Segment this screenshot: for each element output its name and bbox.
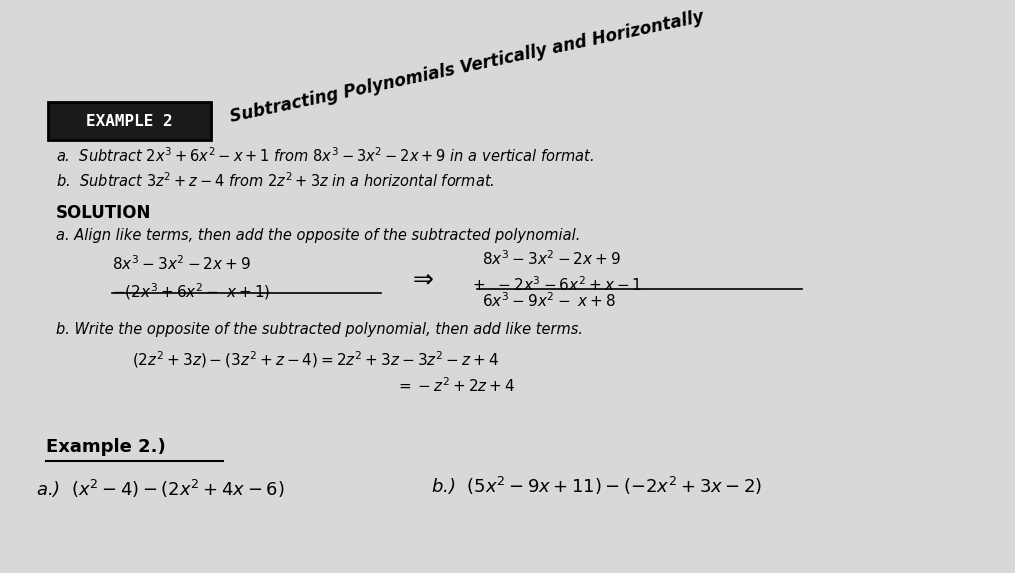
- Text: $\Rightarrow$: $\Rightarrow$: [408, 266, 434, 291]
- Text: a.  Subtract $2x^3 + 6x^2 - x + 1$ from $8x^3 - 3x^2 - 2x + 9$ in a vertical for: a. Subtract $2x^3 + 6x^2 - x + 1$ from $…: [56, 146, 594, 164]
- Text: Subtracting Polynomials Vertically and Horizontally: Subtracting Polynomials Vertically and H…: [228, 7, 705, 125]
- Text: $= -z^2 + 2z + 4$: $= -z^2 + 2z + 4$: [396, 376, 516, 395]
- Text: $8x^3 - 3x^2 - 2x + 9$: $8x^3 - 3x^2 - 2x + 9$: [482, 249, 621, 268]
- Text: EXAMPLE 2: EXAMPLE 2: [86, 113, 173, 128]
- Text: SOLUTION: SOLUTION: [56, 204, 151, 222]
- Text: $(2z^2 + 3z) - (3z^2 + z - 4) = 2z^2 + 3z - 3z^2 - z + 4$: $(2z^2 + 3z) - (3z^2 + z - 4) = 2z^2 + 3…: [132, 349, 498, 370]
- Text: b. Write the opposite of the subtracted polynomial, then add like terms.: b. Write the opposite of the subtracted …: [56, 322, 583, 337]
- Text: Example 2.): Example 2.): [46, 438, 165, 456]
- FancyBboxPatch shape: [48, 103, 211, 140]
- Text: $-(2x^3 + 6x^2 -\ x + 1)$: $-(2x^3 + 6x^2 -\ x + 1)$: [112, 281, 270, 301]
- Text: b.)  $(5x^2 - 9x + 11) - (-2x^2 + 3x - 2)$: b.) $(5x^2 - 9x + 11) - (-2x^2 + 3x - 2)…: [431, 474, 762, 497]
- Text: b.  Subtract $3z^2 + z - 4$ from $2z^2 + 3z$ in a horizontal format.: b. Subtract $3z^2 + z - 4$ from $2z^2 + …: [56, 171, 494, 190]
- Text: $6x^3 - 9x^2 -\ x + 8$: $6x^3 - 9x^2 -\ x + 8$: [482, 291, 616, 309]
- Text: a. Align like terms, then add the opposite of the subtracted polynomial.: a. Align like terms, then add the opposi…: [56, 228, 581, 244]
- Text: a.)  $(x^2 - 4) - (2x^2 + 4x - 6)$: a.) $(x^2 - 4) - (2x^2 + 4x - 6)$: [36, 478, 284, 500]
- Text: $+\ \ -2x^3 - 6x^2 + x - 1$: $+\ \ -2x^3 - 6x^2 + x - 1$: [472, 276, 642, 295]
- Text: $8x^3 - 3x^2 - 2x + 9$: $8x^3 - 3x^2 - 2x + 9$: [112, 254, 251, 273]
